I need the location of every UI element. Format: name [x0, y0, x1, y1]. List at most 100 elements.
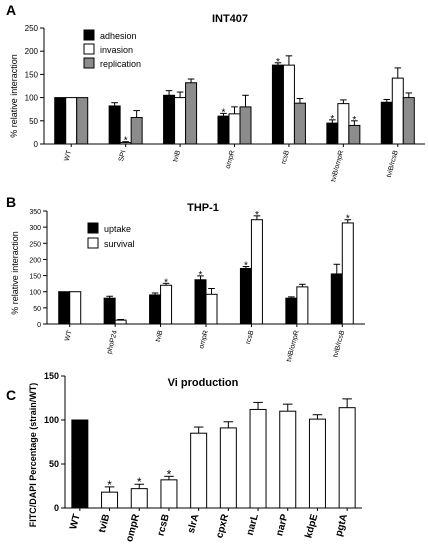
- bar-ompr-uptake: [194, 279, 207, 325]
- x-tick-label: rcsB: [245, 329, 255, 345]
- y-tick-label: 50: [29, 117, 38, 126]
- panel-b: B THP-1 % relative interaction 0 50 100 150…: [6, 194, 365, 363]
- legend-label-uptake: uptake: [104, 224, 131, 234]
- x-tick-label: phoP24: [106, 330, 119, 355]
- significance-marker: *: [352, 115, 356, 126]
- legend-label-adhesion: adhesion: [100, 31, 137, 41]
- x-tick-label: narL: [245, 513, 261, 537]
- x-tick-label: ompR: [124, 512, 142, 543]
- legend-label-invasion: invasion: [100, 45, 133, 55]
- bar-tvib-rcsb-invasion: [391, 77, 404, 145]
- bar-phop24-survival: [114, 319, 127, 325]
- y-tick-label: 150: [29, 274, 41, 281]
- bar-slra: [190, 432, 208, 509]
- bar-tvib-adhesion: [163, 94, 176, 145]
- bar-narl: [249, 408, 267, 509]
- x-tick-label: SPI: [118, 150, 128, 163]
- bar-wt-invasion: [65, 97, 78, 145]
- bar-tvib-rcsb-survival: [341, 222, 354, 325]
- bar-tvib-survival: [160, 284, 173, 325]
- bar-kdpe: [308, 418, 326, 509]
- x-tick-label: WT: [64, 329, 74, 342]
- significance-marker: *: [199, 270, 203, 281]
- legend-swatch-adhesion: [83, 29, 95, 41]
- panel-c-label: C: [6, 387, 16, 403]
- legend-swatch-invasion: [83, 43, 95, 55]
- bar-ompr-invasion: [228, 113, 241, 145]
- bar-cpxr: [219, 427, 237, 509]
- bar-rcsb-survival: [250, 219, 263, 325]
- panel-c-ylabel: FITC/DAPI Percentage (strain/WT): [28, 383, 38, 528]
- bar-tvib-rcsb-adhesion: [380, 101, 393, 145]
- x-tick-label: narP: [274, 513, 290, 538]
- x-tick-label: rcsB: [155, 513, 171, 537]
- legend-label-survival: survival: [104, 239, 135, 249]
- panel-c-plot: 0 50 100 150 WT * tviB * ompR * rcsB slrA cpxR narL na…: [44, 371, 362, 543]
- significance-marker: *: [124, 136, 128, 147]
- bar-wt-adhesion: [54, 97, 67, 145]
- bar-ompr-survival: [205, 293, 218, 325]
- significance-marker: *: [330, 114, 334, 125]
- x-tick-label: slrA: [186, 513, 202, 535]
- panel-c-title: Vi production: [168, 377, 239, 389]
- x-tick-label: pgtA: [334, 513, 351, 538]
- x-tick-label: tviB/ompR: [330, 150, 345, 183]
- y-tick-label: 200: [29, 257, 41, 264]
- y-tick-label: 50: [49, 459, 59, 469]
- y-tick-label: 0: [34, 140, 39, 149]
- x-tick-label: tviB/rcsB: [386, 149, 400, 178]
- y-tick-label: 50: [33, 306, 41, 313]
- significance-marker: *: [137, 475, 142, 489]
- panel-a-title: INT407: [212, 13, 248, 25]
- x-tick-label: tviB/rcsB: [332, 329, 346, 358]
- bar-tvib-ompr-adhesion: [326, 122, 339, 145]
- x-tick-label: tviB/ompR: [286, 330, 301, 363]
- x-tick-label: tviB: [97, 513, 113, 534]
- panel-a-plot: 0 50 100 150 200 250 WT * SPI tviB * ompR * rcsB * * tvi…: [25, 24, 425, 183]
- legend-swatch-uptake: [87, 222, 99, 234]
- legend-label-replication: replication: [100, 59, 141, 69]
- panel-b-label: B: [6, 194, 16, 210]
- x-tick-label: ompR: [198, 330, 210, 350]
- bar-ompr: [130, 488, 148, 509]
- significance-marker: *: [167, 467, 172, 481]
- y-tick-label: 150: [44, 371, 59, 381]
- panel-a-legend: adhesion invasion replication: [83, 29, 141, 69]
- panel-b-legend: uptake survival: [87, 222, 135, 249]
- panel-b-plot: 0 50 100 150 200 250 300 350 WT phoP24 * tviB * ompR *…: [29, 209, 365, 363]
- panel-a: A INT407 % relative interaction 0 50 100 15…: [6, 2, 425, 183]
- x-tick-label: WT: [68, 513, 83, 531]
- panel-a-ylabel: % relative interaction: [9, 54, 19, 138]
- bar-wt: [71, 419, 89, 509]
- y-tick-label: 250: [29, 241, 41, 248]
- bar-spi-replication: [130, 117, 143, 145]
- significance-marker: *: [255, 210, 259, 221]
- bar-pgta: [338, 407, 356, 509]
- significance-marker: *: [346, 214, 350, 225]
- bar-tvib-ompr-invasion: [337, 103, 350, 145]
- x-tick-label: tviB: [172, 149, 182, 162]
- bar-rcsb-replication: [293, 102, 306, 145]
- x-tick-label: kdpE: [303, 513, 320, 540]
- bar-narp: [279, 410, 297, 509]
- significance-marker: *: [107, 478, 112, 492]
- x-tick-label: ompR: [225, 150, 237, 170]
- significance-marker: *: [244, 261, 248, 272]
- y-tick-label: 150: [25, 70, 39, 79]
- y-tick-label: 300: [29, 225, 41, 232]
- bar-ompr-adhesion: [217, 115, 230, 145]
- bar-tvib-invasion: [174, 97, 187, 145]
- bar-tvib-rcsb-replication: [402, 97, 415, 145]
- legend-swatch-survival: [87, 237, 99, 249]
- bar-tvib-uptake: [149, 294, 162, 325]
- bar-rcsb-invasion: [282, 64, 295, 145]
- panel-b-title: THP-1: [187, 202, 219, 214]
- y-tick-label: 100: [25, 94, 39, 103]
- panel-b-ylabel: % relative interaction: [10, 231, 20, 315]
- x-tick-label: WT: [64, 149, 74, 162]
- bar-rcsb-adhesion: [271, 64, 284, 145]
- significance-marker: *: [222, 107, 226, 118]
- significance-marker: *: [276, 57, 280, 68]
- bar-tvib-ompr-replication: [348, 124, 361, 145]
